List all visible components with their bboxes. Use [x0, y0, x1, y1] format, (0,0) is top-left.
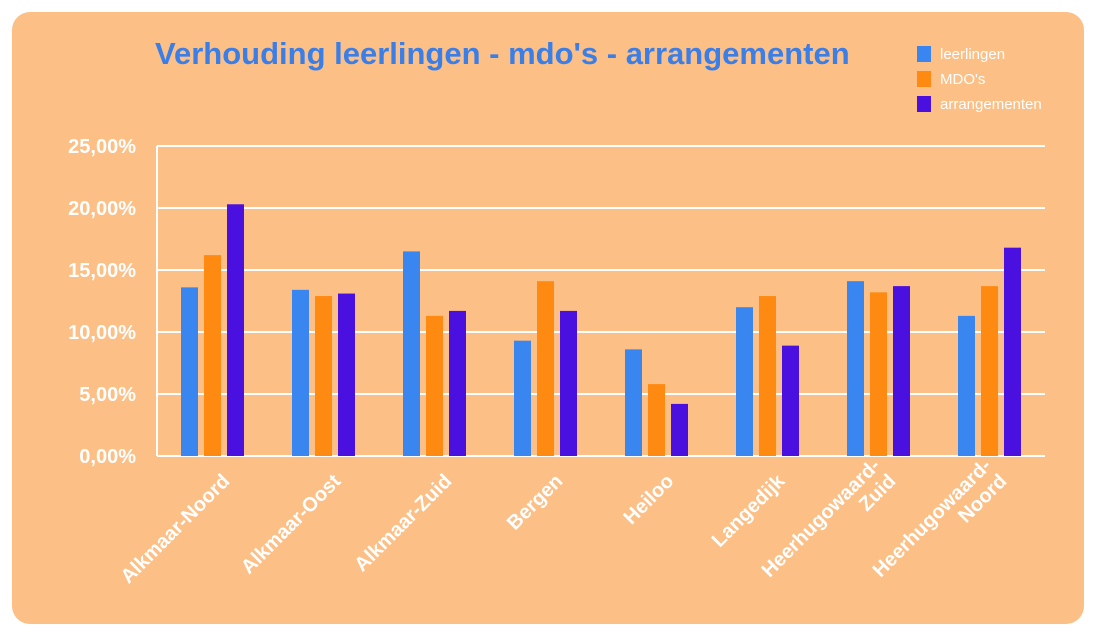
bar-leerlingen-7 [958, 315, 975, 456]
bar-mdo-s-1 [315, 296, 332, 456]
legend-label: arrangementen [940, 96, 1042, 113]
y-axis-tick-labels: 0,00% 5,00% 10,00% 15,00% 20,00% 25,00% [68, 136, 136, 468]
legend-swatch [917, 96, 931, 112]
bar-mdo-s-6 [870, 292, 887, 456]
bar-leerlingen-1 [292, 289, 309, 456]
x-tick-label: Alkmaar-Oost [237, 470, 346, 579]
y-tick-label: 25,00% [68, 136, 136, 158]
bar-arrangementen-5 [782, 345, 799, 456]
bars [181, 204, 1021, 456]
x-tick-label: Alkmaar-Noord [117, 470, 235, 588]
legend-swatch [917, 46, 931, 62]
bar-arrangementen-6 [893, 286, 910, 456]
bar-leerlingen-0 [181, 287, 198, 456]
x-tick-label-line: Heiloo [619, 470, 678, 529]
x-tick-label: Alkmaar-Zuid [350, 470, 456, 576]
bar-arrangementen-1 [338, 293, 355, 456]
legend-label: MDO's [940, 71, 985, 88]
y-tick-label: 20,00% [68, 198, 136, 220]
gridlines [156, 145, 1045, 457]
y-tick-label: 0,00% [79, 446, 136, 468]
bar-arrangementen-3 [560, 310, 577, 456]
bar-leerlingen-6 [847, 281, 864, 456]
chart-title: Verhouding leerlingen - mdo's - arrangem… [155, 36, 850, 71]
bar-arrangementen-2 [449, 310, 466, 456]
x-tick-label-line: Bergen [503, 470, 567, 534]
bar-mdo-s-7 [981, 286, 998, 456]
x-axis-category-labels: Alkmaar-Noord Alkmaar-Oost Alkmaar-Zuid Ber… [117, 455, 1012, 588]
x-tick-label: Heiloo [619, 470, 678, 529]
bar-mdo-s-5 [759, 296, 776, 456]
x-tick-label-line: Alkmaar-Zuid [350, 470, 456, 576]
bar-mdo-s-0 [204, 255, 221, 456]
y-tick-label: 10,00% [68, 322, 136, 344]
x-tick-label: Bergen [503, 470, 567, 534]
legend-swatch [917, 71, 931, 87]
bar-mdo-s-3 [537, 281, 554, 456]
legend-label: leerlingen [940, 46, 1005, 63]
bar-leerlingen-2 [403, 251, 420, 456]
legend: leerlingen MDO's arrangementen [917, 46, 1042, 113]
bar-leerlingen-3 [514, 340, 531, 456]
x-tick-label: Langedijk [708, 470, 790, 552]
x-tick-label-line: Alkmaar-Oost [237, 470, 346, 579]
bar-arrangementen-4 [671, 403, 688, 456]
bar-leerlingen-5 [736, 307, 753, 456]
bar-leerlingen-4 [625, 349, 642, 456]
y-tick-label: 5,00% [79, 384, 136, 406]
x-tick-label-line: Langedijk [708, 470, 790, 552]
bar-arrangementen-0 [227, 204, 244, 456]
bar-arrangementen-7 [1004, 247, 1021, 456]
y-tick-label: 15,00% [68, 260, 136, 282]
bar-mdo-s-4 [648, 384, 665, 456]
bar-mdo-s-2 [426, 315, 443, 456]
x-tick-label-line: Alkmaar-Noord [117, 470, 235, 588]
